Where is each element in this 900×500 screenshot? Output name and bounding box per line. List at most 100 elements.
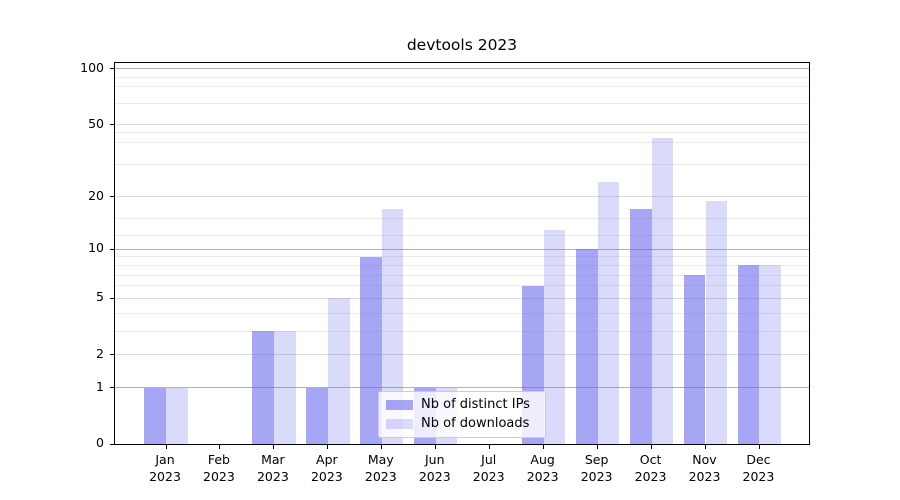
minor-gridline [115,264,809,266]
x-tick-label-year: 2023 [203,468,235,484]
bar-distinct-ips-mar [252,331,274,444]
y-tick-label: 1 [96,378,104,394]
bar-downloads-aug [543,229,566,444]
x-tick-label: Nov 2023 [673,452,737,485]
x-tick-label-month: Jun [424,452,445,467]
legend-label-distinct-ips: Nb of distinct IPs [421,397,530,412]
x-tick-label-month: Sep [584,452,609,467]
x-tick [435,445,437,449]
y-tick [110,354,114,356]
y-tick [110,196,114,198]
x-tick [758,445,760,449]
x-tick [597,445,599,449]
legend-swatch-distinct-ips [386,399,413,410]
major-gridline [115,196,809,198]
bar-downloads-oct [651,138,674,444]
y-tick [110,124,114,125]
plot-area [110,62,810,449]
x-tick-label-year: 2023 [364,468,397,484]
bar-downloads-jan [166,387,188,444]
minor-gridline [115,164,809,166]
x-tick-label-month: Mar [261,452,285,467]
y-tick [110,248,114,250]
x-tick [381,445,383,449]
x-tick-label-month: Oct [639,452,662,467]
minor-gridline [115,330,809,332]
minor-gridline [115,141,809,143]
minor-gridline [115,103,809,105]
x-tick-label-month: Apr [316,452,338,467]
x-tick-label-month: Jan [155,452,175,467]
chart-title: devtools 2023 [406,36,518,54]
y-tick-label: 0 [96,435,104,450]
y-tick-label: 100 [80,59,104,75]
minor-gridline [115,312,809,314]
bar-downloads-dec [759,265,782,444]
legend: Nb of distinct IPs Nb of downloads [378,391,546,438]
bar-distinct-ips-oct [629,209,652,444]
bar-distinct-ips-jan [144,387,166,444]
x-tick-label: Jan 2023 [133,452,197,485]
y-tick [110,68,114,70]
y-tick-label: 5 [96,289,104,305]
x-tick [543,445,545,449]
y-tick-label: 50 [88,115,104,131]
x-tick-label: Oct 2023 [619,452,683,485]
x-tick [165,445,167,449]
legend-item-downloads: Nb of downloads [386,416,537,431]
x-tick-label: May 2023 [349,452,413,485]
bar-downloads-sep [597,182,620,444]
x-tick-label-year: 2023 [742,468,775,484]
major-gridline [115,68,809,70]
x-tick-label-month: Dec [746,452,771,467]
x-tick [219,445,221,449]
x-tick-label-year: 2023 [688,468,721,484]
bar-distinct-ips-sep [575,249,598,444]
legend-item-distinct-ips: Nb of distinct IPs [386,397,537,412]
bar-downloads-mar [273,331,296,444]
minor-gridline [115,132,809,134]
x-tick [651,445,653,449]
x-tick-label-year: 2023 [634,468,667,484]
x-tick [489,445,491,449]
major-gridline [115,124,809,125]
bar-distinct-ips-dec [737,265,760,444]
bar-downloads-nov [705,200,728,444]
minor-gridline [115,86,809,88]
bar-distinct-ips-nov [683,275,706,444]
x-tick-label: Mar 2023 [241,452,305,485]
x-tick-label: Sep 2023 [565,452,629,485]
major-gridline [115,248,809,250]
minor-gridline [115,235,809,237]
x-tick-label-month: May [367,452,394,467]
legend-label-downloads: Nb of downloads [421,416,530,431]
x-tick-label: Feb 2023 [187,452,251,485]
y-tick [110,443,114,445]
y-tick-label: 20 [88,187,104,203]
minor-gridline [115,285,809,287]
minor-gridline [115,218,809,220]
x-tick-label: Jul 2023 [457,452,521,485]
x-tick-label-year: 2023 [418,468,451,484]
x-tick-label-month: Feb [207,452,230,467]
x-tick [705,445,706,449]
minor-gridline [115,274,809,276]
x-tick-label-year: 2023 [526,468,559,484]
y-tick-label: 10 [88,240,104,256]
x-tick-label-year: 2023 [256,468,289,484]
major-gridline [115,297,809,299]
major-gridline [115,387,809,389]
x-tick-label-month: Aug [530,452,555,467]
x-tick [327,445,329,449]
bar-distinct-ips-apr [306,387,328,444]
x-tick-label-month: Nov [692,452,717,467]
x-tick-label-year: 2023 [580,468,613,484]
x-tick-label-year: 2023 [310,468,343,484]
x-tick-label-year: 2023 [149,468,181,484]
minor-gridline [115,256,809,258]
major-gridline [115,354,809,356]
x-tick-label-month: Jul [481,452,497,467]
bar-downloads-apr [327,298,350,444]
minor-gridline [115,76,809,78]
